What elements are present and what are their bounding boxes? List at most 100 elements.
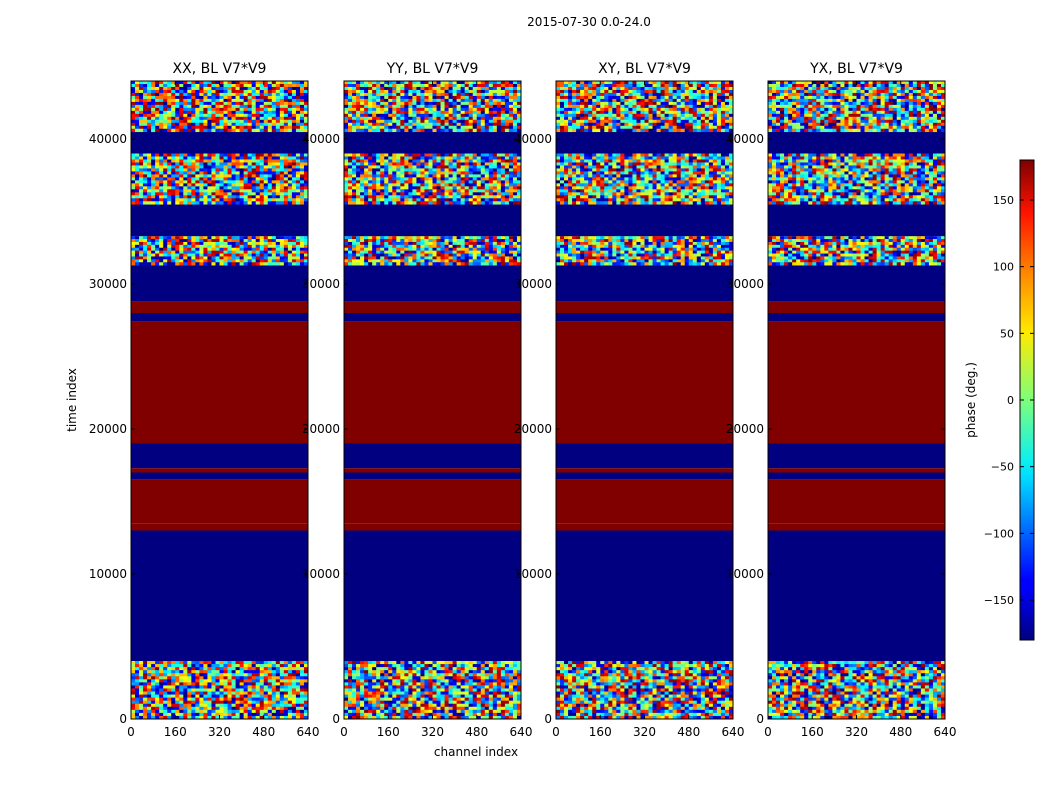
phase-band	[768, 327, 945, 444]
phase-band	[131, 468, 308, 473]
x-tick-label: 320	[845, 725, 868, 739]
phase-band	[768, 265, 945, 302]
phase-band	[556, 313, 733, 322]
phase-band	[131, 523, 308, 531]
heatmap-panel: YY, BL V7*V9 0 160 320 480 640 0 10000 20000 3000…	[302, 61, 533, 739]
noisy-phase-band	[768, 153, 945, 205]
y-tick-label: 0	[332, 712, 340, 726]
noisy-phase-band	[344, 153, 521, 205]
x-tick-label: 320	[421, 725, 444, 739]
x-tick-label: 480	[677, 725, 700, 739]
heatmap-panel: YX, BL V7*V9 0 160 320 480 640 0 10000 20000 3000…	[726, 61, 957, 739]
panels: XX, BL V7*V9 0 160 320 480 640 0 10000 20000 3000…	[89, 61, 957, 739]
colorbar-tick-label: 150	[993, 194, 1014, 207]
colorbar: phase (deg.) 150 100 50 0 −50 −100 −150	[964, 159, 1035, 641]
phase-band	[131, 204, 308, 237]
phase-band	[344, 265, 521, 302]
phase-band	[556, 301, 733, 313]
phase-band	[768, 321, 945, 328]
x-tick-label: 320	[633, 725, 656, 739]
phase-band	[556, 265, 733, 302]
phase-band	[768, 479, 945, 524]
colorbar-tick-label: 0	[1007, 394, 1014, 407]
phase-band	[344, 523, 521, 531]
phase-band	[344, 301, 521, 313]
panel-title: YY, BL V7*V9	[386, 61, 479, 77]
x-tick-label: 0	[340, 725, 348, 739]
phase-band	[131, 530, 308, 661]
heatmap-cells	[344, 81, 521, 719]
y-tick-label: 40000	[514, 132, 552, 146]
phase-band	[556, 327, 733, 444]
phase-band	[344, 479, 521, 524]
panel-title: YX, BL V7*V9	[809, 61, 903, 77]
x-tick-label: 160	[377, 725, 400, 739]
heatmap-panel: XY, BL V7*V9 0 160 320 480 640 0 10000 20000 3000…	[514, 61, 745, 739]
y-tick-label: 20000	[726, 422, 764, 436]
heatmap-cells	[131, 81, 308, 719]
x-tick-label: 320	[208, 725, 231, 739]
phase-band	[556, 468, 733, 473]
y-tick-label: 10000	[302, 567, 340, 581]
colorbar-tick-label: −100	[984, 527, 1014, 540]
phase-band	[768, 472, 945, 480]
phase-band	[131, 479, 308, 524]
noisy-phase-band	[556, 153, 733, 205]
phase-band	[344, 313, 521, 322]
phase-band	[131, 472, 308, 480]
y-tick-label: 40000	[726, 132, 764, 146]
y-tick-label: 20000	[302, 422, 340, 436]
phase-band	[344, 443, 521, 469]
phase-band	[768, 523, 945, 531]
y-tick-label: 20000	[89, 422, 127, 436]
phase-band	[131, 321, 308, 328]
y-axis-label: time index	[65, 368, 79, 432]
x-tick-label: 160	[801, 725, 824, 739]
x-tick-label: 640	[722, 725, 745, 739]
y-tick-label: 30000	[89, 277, 127, 291]
colorbar-tick-label: −150	[984, 594, 1014, 607]
noisy-phase-band	[131, 81, 308, 133]
x-tick-label: 640	[297, 725, 320, 739]
y-tick-label: 0	[544, 712, 552, 726]
phase-band	[768, 204, 945, 237]
phase-band	[131, 301, 308, 313]
heatmap-cells	[556, 81, 733, 719]
phase-band	[556, 204, 733, 237]
noisy-phase-band	[556, 81, 733, 133]
phase-band	[768, 468, 945, 473]
phase-band	[768, 530, 945, 661]
heatmap-cells	[768, 81, 945, 719]
phase-band	[344, 468, 521, 473]
x-tick-label: 0	[764, 725, 772, 739]
y-tick-label: 10000	[726, 567, 764, 581]
phase-band	[131, 443, 308, 469]
x-tick-label: 0	[552, 725, 560, 739]
y-tick-label: 30000	[302, 277, 340, 291]
colorbar-tick-label: −50	[991, 461, 1014, 474]
y-tick-label: 10000	[514, 567, 552, 581]
phase-band	[556, 530, 733, 661]
x-tick-label: 160	[164, 725, 187, 739]
colorbar-label: phase (deg.)	[964, 362, 978, 438]
noisy-phase-band	[768, 81, 945, 133]
x-tick-label: 640	[510, 725, 533, 739]
x-tick-label: 480	[889, 725, 912, 739]
y-tick-label: 40000	[89, 132, 127, 146]
panel-title: XY, BL V7*V9	[598, 61, 691, 77]
y-tick-label: 0	[119, 712, 127, 726]
phase-band	[556, 321, 733, 328]
phase-band	[768, 301, 945, 313]
y-tick-label: 30000	[514, 277, 552, 291]
noisy-phase-band	[768, 661, 945, 719]
noisy-phase-band	[556, 661, 733, 719]
y-tick-label: 0	[756, 712, 764, 726]
phase-band	[344, 327, 521, 444]
phase-band	[344, 321, 521, 328]
noisy-phase-band	[556, 236, 733, 266]
phase-band	[556, 472, 733, 480]
noisy-phase-band	[131, 153, 308, 205]
phase-band	[344, 530, 521, 661]
x-tick-label: 160	[589, 725, 612, 739]
